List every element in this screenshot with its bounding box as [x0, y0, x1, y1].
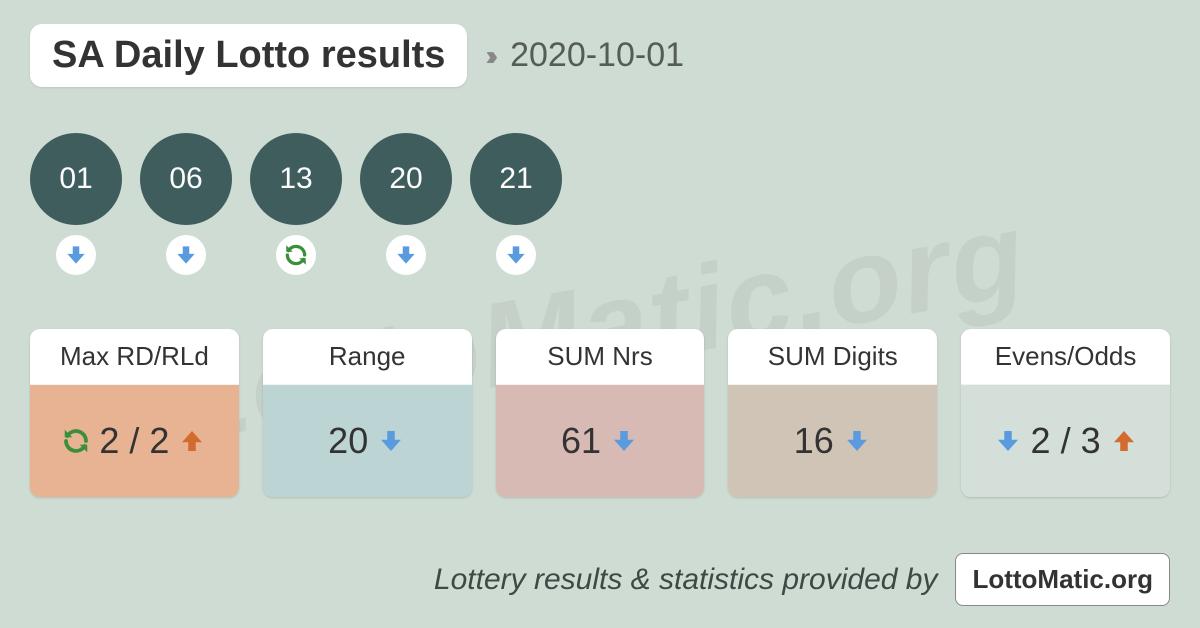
stat-card: SUM Nrs 61: [496, 329, 705, 497]
stat-card-body: 2 / 2: [30, 385, 239, 497]
result-date: 2020-10-01: [510, 36, 684, 75]
stat-card-body: 20: [263, 385, 472, 497]
stat-card-body: 16: [728, 385, 937, 497]
footer-text: Lottery results & statistics provided by: [434, 563, 938, 597]
stat-card-label: Max RD/RLd: [30, 329, 239, 385]
chevron-right-icon: ››: [485, 40, 492, 72]
header: SA Daily Lotto results ›› 2020-10-01: [30, 24, 1170, 87]
up-icon: [177, 426, 207, 456]
footer: Lottery results & statistics provided by…: [434, 553, 1170, 606]
stat-card: Range 20: [263, 329, 472, 497]
stat-card: Max RD/RLd 2 / 2: [30, 329, 239, 497]
lotto-balls-row: 0106132021: [30, 133, 1170, 275]
lotto-ball-column: 01: [30, 133, 122, 275]
stat-card-label: Evens/Odds: [961, 329, 1170, 385]
provider-badge: LottoMatic.org: [955, 553, 1170, 606]
stat-value: 61: [561, 420, 601, 462]
lotto-ball-column: 20: [360, 133, 452, 275]
lotto-ball-column: 06: [140, 133, 232, 275]
stat-value: 20: [328, 420, 368, 462]
down-icon: [56, 235, 96, 275]
lotto-ball: 06: [140, 133, 232, 225]
stat-value: 2 / 3: [1031, 420, 1101, 462]
down-icon: [496, 235, 536, 275]
lotto-ball: 01: [30, 133, 122, 225]
repeat-icon: [61, 426, 91, 456]
page-title: SA Daily Lotto results: [52, 34, 445, 76]
lotto-ball-column: 13: [250, 133, 342, 275]
stat-card-body: 2 / 3: [961, 385, 1170, 497]
stats-row: Max RD/RLd 2 / 2 Range 20 SUM Nrs 61 SUM Digit…: [30, 329, 1170, 497]
up-icon: [1109, 426, 1139, 456]
repeat-icon: [276, 235, 316, 275]
lotto-ball: 13: [250, 133, 342, 225]
down-icon: [609, 426, 639, 456]
stat-card-label: Range: [263, 329, 472, 385]
stat-card-label: SUM Nrs: [496, 329, 705, 385]
stat-card: Evens/Odds 2 / 3: [961, 329, 1170, 497]
down-icon: [842, 426, 872, 456]
stat-value: 16: [794, 420, 834, 462]
down-icon: [993, 426, 1023, 456]
stat-card-label: SUM Digits: [728, 329, 937, 385]
down-icon: [376, 426, 406, 456]
down-icon: [166, 235, 206, 275]
stat-card-body: 61: [496, 385, 705, 497]
lotto-ball-column: 21: [470, 133, 562, 275]
lotto-ball: 20: [360, 133, 452, 225]
title-pill: SA Daily Lotto results: [30, 24, 467, 87]
down-icon: [386, 235, 426, 275]
stat-card: SUM Digits 16: [728, 329, 937, 497]
stat-value: 2 / 2: [99, 420, 169, 462]
lotto-ball: 21: [470, 133, 562, 225]
